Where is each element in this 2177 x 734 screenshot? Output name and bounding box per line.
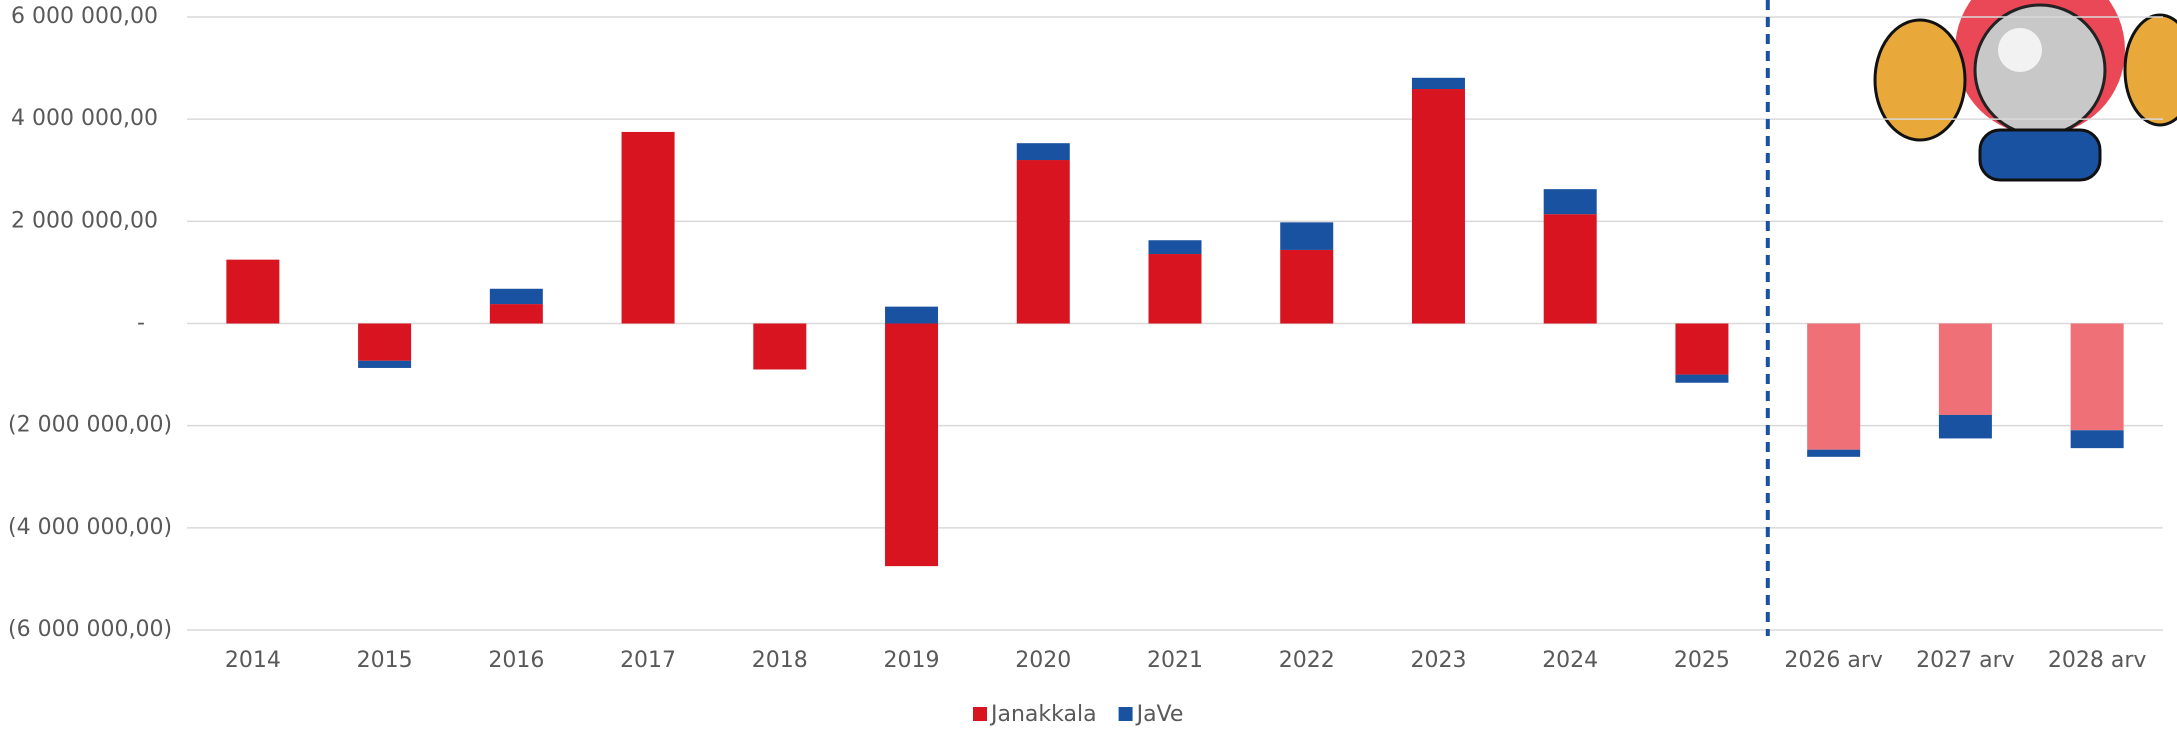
x-tick-label: 2019 xyxy=(884,648,940,673)
bar-segment xyxy=(226,259,280,324)
x-tick-label: 2024 xyxy=(1542,648,1598,673)
x-tick-label: 2020 xyxy=(1015,648,1071,673)
crystal-ball-illustration xyxy=(1873,0,2177,182)
bar-segment xyxy=(489,304,543,324)
bar-segment xyxy=(1148,240,1202,255)
bar-segment xyxy=(358,323,412,361)
bar-segment xyxy=(1411,89,1465,324)
x-tick-label: 2028 arv xyxy=(2048,648,2147,673)
bar-segment xyxy=(358,360,412,368)
legend-swatch xyxy=(1118,707,1133,721)
y-tick-label: (6 000 000,00) xyxy=(8,617,172,642)
bar-segment xyxy=(753,323,807,370)
bar-segment xyxy=(1148,254,1202,324)
bar-segment xyxy=(885,306,939,324)
x-tick-label: 2018 xyxy=(752,648,808,673)
y-tick-label: 6 000 000,00 xyxy=(11,4,158,29)
plot xyxy=(187,0,2163,636)
x-tick-label: 2014 xyxy=(225,648,281,673)
x-tick-label: 2021 xyxy=(1147,648,1203,673)
y-tick-label: - xyxy=(137,311,145,336)
y-tick-label: 2 000 000,00 xyxy=(11,208,158,233)
bar-segment xyxy=(1938,414,1992,439)
bar-segment xyxy=(1280,249,1334,324)
legend-label: Janakkala xyxy=(989,702,1097,727)
bar-segment xyxy=(1807,449,1861,457)
x-tick-label: 2016 xyxy=(488,648,544,673)
bar-segment xyxy=(2070,430,2124,449)
bar-segment xyxy=(1016,143,1070,161)
bar-segment xyxy=(1016,160,1070,324)
y-tick-label: (4 000 000,00) xyxy=(8,515,172,540)
x-tick-label: 2027 arv xyxy=(1916,648,2015,673)
bar-segment xyxy=(1543,214,1597,324)
legend-swatch xyxy=(973,707,987,721)
bar-segment xyxy=(1675,323,1729,375)
labels: (6 000 000,00) (4 000 000,00) (2 000 000,0… xyxy=(8,4,2146,673)
bar-segment xyxy=(621,131,675,324)
y-tick-label: (2 000 000,00) xyxy=(8,413,172,438)
x-tick-label: 2023 xyxy=(1410,648,1466,673)
bar-segment xyxy=(489,288,543,305)
x-tick-label: 2025 xyxy=(1674,648,1730,673)
legend-label: JaVe xyxy=(1135,702,1184,727)
bar-segment xyxy=(1938,323,1992,415)
bar-segment xyxy=(1543,189,1597,215)
x-tick-label: 2022 xyxy=(1279,648,1335,673)
y-tick-label: 4 000 000,00 xyxy=(11,106,158,131)
bar-segment xyxy=(2070,323,2124,431)
x-tick-label: 2026 arv xyxy=(1784,648,1883,673)
x-tick-label: 2017 xyxy=(620,648,676,673)
bar-segment xyxy=(1807,323,1861,450)
x-tick-label: 2015 xyxy=(357,648,413,673)
bar-segment xyxy=(885,323,939,567)
legend: Janakkala JaVe xyxy=(973,702,1183,727)
bar-segment xyxy=(1675,374,1729,383)
bar-segment xyxy=(1280,222,1334,250)
bar-segment xyxy=(1411,77,1465,90)
